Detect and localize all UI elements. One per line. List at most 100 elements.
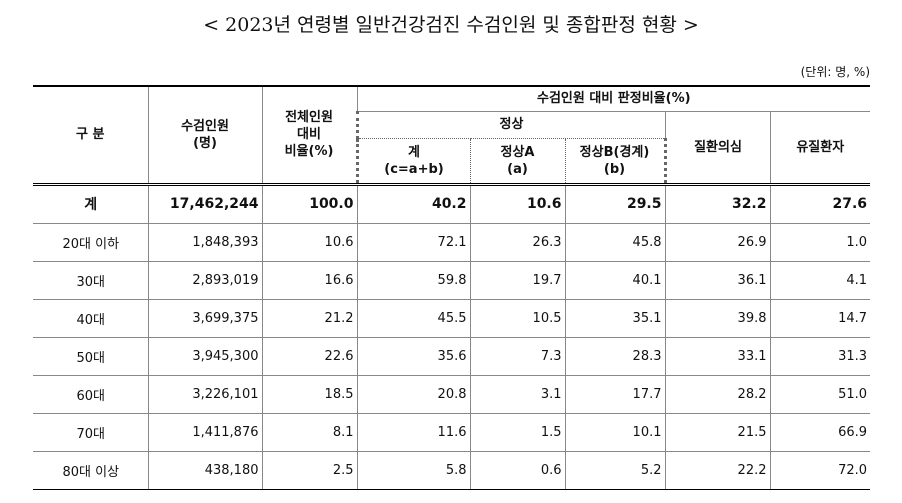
data-table: 구 분 수검인원 (명) 전체인원 대비 비율(%) 수검인원 대비 판정비율(%) … <box>33 85 871 490</box>
row-label: 80대 이상 <box>33 450 149 490</box>
cell: 100.0 <box>261 182 358 224</box>
header-text: 수검인원 <box>181 118 229 134</box>
cell: 26.3 <box>469 222 566 262</box>
cell: 29.5 <box>564 182 666 224</box>
cell: 26.9 <box>664 222 771 262</box>
row-label: 50대 <box>33 336 149 376</box>
cell: 19.7 <box>469 260 566 300</box>
cell: 39.8 <box>664 298 771 338</box>
cell: 31.3 <box>769 336 871 376</box>
cell: 3,699,375 <box>147 298 263 338</box>
header-cell: 수검인원 (명) <box>147 85 263 185</box>
header-text: (a) <box>507 161 528 177</box>
cell: 10.5 <box>469 298 566 338</box>
cell: 17,462,244 <box>147 182 263 224</box>
row-label: 40대 <box>33 298 149 338</box>
header-text: 구 분 <box>76 127 105 143</box>
cell: 5.8 <box>356 450 471 490</box>
table-body: 계 17,462,244 100.0 40.2 10.6 29.5 32.2 27.6 20대 … <box>33 182 871 490</box>
cell: 45.8 <box>564 222 666 262</box>
header-cell: 계 (c=a+b) <box>355 137 471 185</box>
header-text: 정상A <box>500 144 535 160</box>
table-row: 40대 3,699,375 21.2 45.5 10.5 35.1 39.8 14.7 <box>33 298 871 338</box>
cell: 8.1 <box>261 412 358 452</box>
header-cell: 정상B(경계) (b) <box>564 137 667 185</box>
header-text: 대비 <box>297 127 321 143</box>
cell: 3.1 <box>469 374 566 414</box>
cell: 2,893,019 <box>147 260 263 300</box>
header-text: 비율(%) <box>284 144 334 160</box>
unit-note: (단위: 명, %) <box>800 65 870 79</box>
row-label: 60대 <box>33 374 149 414</box>
cell: 438,180 <box>147 450 263 490</box>
cell: 5.2 <box>564 450 666 490</box>
header-row: 계 (c=a+b) 정상A (a) 정상B(경계) (b) <box>33 137 870 185</box>
cell: 10.1 <box>564 412 666 452</box>
cell: 10.6 <box>261 222 358 262</box>
table-row: 70대 1,411,876 8.1 11.6 1.5 10.1 21.5 66.9 <box>33 412 871 452</box>
table-row: 30대 2,893,019 16.6 59.8 19.7 40.1 36.1 4.1 <box>33 260 871 300</box>
row-label: 30대 <box>33 260 149 300</box>
cell: 51.0 <box>769 374 871 414</box>
header-cell: 전체인원 대비 비율(%) <box>261 85 358 185</box>
cell: 27.6 <box>769 182 871 224</box>
header-text: 질환의심 <box>694 139 742 155</box>
header-text: 수검인원 대비 판정비율(%) <box>536 91 691 107</box>
cell: 72.0 <box>769 450 871 490</box>
cell: 35.6 <box>356 336 471 376</box>
cell: 1,848,393 <box>147 222 263 262</box>
cell: 21.2 <box>261 298 358 338</box>
table-row: 60대 3,226,101 18.5 20.8 3.1 17.7 28.2 51.0 <box>33 374 871 414</box>
header-text: (b) <box>603 161 626 177</box>
cell: 0.6 <box>469 450 566 490</box>
table-row: 계 17,462,244 100.0 40.2 10.6 29.5 32.2 27.6 <box>33 182 871 224</box>
cell: 45.5 <box>356 298 471 338</box>
cell: 14.7 <box>769 298 871 338</box>
header-text: 전체인원 <box>285 110 333 126</box>
cell: 35.1 <box>564 298 666 338</box>
header-text: 유질환자 <box>796 139 845 155</box>
cell: 33.1 <box>664 336 771 376</box>
cell: 40.2 <box>356 182 471 224</box>
header-cell: 정상A (a) <box>469 137 566 185</box>
cell: 17.7 <box>564 374 666 414</box>
cell: 59.8 <box>356 260 471 300</box>
header-text: 정상B(경계) <box>579 144 650 160</box>
header-text: 계 <box>408 144 420 160</box>
table-row: 20대 이하 1,848,393 10.6 72.1 26.3 45.8 26.9 1.0 <box>33 222 871 262</box>
header-text: 정상 <box>499 117 524 132</box>
title: < 2023년 연령별 일반건강검진 수검인원 및 종합판정 현황 > <box>203 14 699 36</box>
table-row: 80대 이상 438,180 2.5 5.8 0.6 5.2 22.2 72.0 <box>33 450 871 490</box>
cell: 1.5 <box>469 412 566 452</box>
cell: 36.1 <box>664 260 771 300</box>
table-header: 구 분 수검인원 (명) 전체인원 대비 비율(%) 수검인원 대비 판정비율(%) … <box>33 85 871 185</box>
cell: 3,226,101 <box>147 374 263 414</box>
header-text: (c=a+b) <box>384 161 444 177</box>
cell: 7.3 <box>469 336 566 376</box>
row-label: 70대 <box>33 412 149 452</box>
header-cell: 구 분 <box>33 85 149 185</box>
cell: 18.5 <box>261 374 358 414</box>
header-cell: 수검인원 대비 판정비율(%) <box>356 85 871 112</box>
cell: 16.6 <box>261 260 358 300</box>
header-text: (명) <box>193 135 217 151</box>
cell: 3,945,300 <box>147 336 263 376</box>
cell: 2.5 <box>261 450 358 490</box>
header-cell: 질환의심 <box>664 110 771 185</box>
header-row: 구 분 수검인원 (명) 전체인원 대비 비율(%) 수검인원 대비 판정비율(%) <box>33 85 871 185</box>
cell: 10.6 <box>469 182 566 224</box>
cell: 21.5 <box>664 412 771 452</box>
cell: 4.1 <box>769 260 871 300</box>
header-cell: 정상 <box>355 110 666 139</box>
row-label: 20대 이하 <box>33 222 149 262</box>
cell: 28.3 <box>564 336 666 376</box>
cell: 66.9 <box>769 412 871 452</box>
row-label: 계 <box>33 182 149 224</box>
cell: 72.1 <box>356 222 471 262</box>
table-row: 50대 3,945,300 22.6 35.6 7.3 28.3 33.1 31.3 <box>33 336 871 376</box>
cell: 28.2 <box>664 374 771 414</box>
cell: 22.2 <box>664 450 771 490</box>
header-cell: 유질환자 <box>769 110 871 185</box>
cell: 20.8 <box>356 374 471 414</box>
